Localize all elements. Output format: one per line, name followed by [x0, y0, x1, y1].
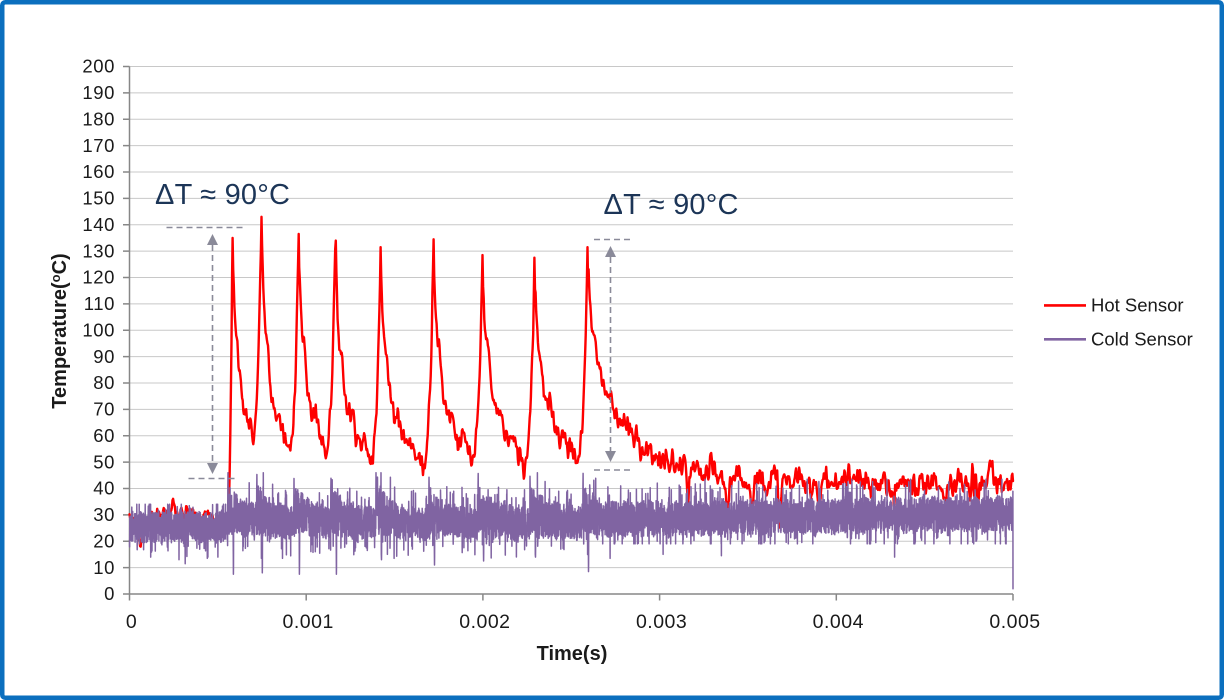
svg-text:180: 180	[82, 108, 115, 129]
svg-text:60: 60	[93, 425, 115, 446]
svg-text:0.001: 0.001	[283, 611, 334, 633]
svg-text:90: 90	[93, 346, 115, 367]
svg-text:170: 170	[82, 135, 115, 156]
svg-text:ΔT ≈ 90°C: ΔT ≈ 90°C	[604, 189, 739, 221]
svg-text:100: 100	[82, 319, 115, 340]
svg-text:120: 120	[82, 267, 115, 288]
svg-text:0: 0	[104, 583, 115, 604]
svg-text:110: 110	[84, 293, 115, 314]
svg-text:70: 70	[93, 399, 115, 420]
svg-text:200: 200	[82, 56, 115, 77]
svg-text:130: 130	[82, 240, 115, 261]
svg-text:10: 10	[93, 557, 115, 578]
svg-text:Hot Sensor: Hot Sensor	[1091, 295, 1184, 316]
svg-text:0.005: 0.005	[989, 611, 1040, 633]
svg-text:0: 0	[126, 611, 137, 633]
svg-text:40: 40	[93, 478, 115, 499]
svg-text:ΔT ≈ 90°C: ΔT ≈ 90°C	[155, 179, 290, 211]
svg-text:30: 30	[93, 504, 115, 525]
svg-text:Time(s): Time(s)	[537, 643, 608, 665]
svg-text:Temperature(oC): Temperature(oC)	[48, 253, 71, 408]
svg-text:50: 50	[93, 451, 115, 472]
svg-text:0.002: 0.002	[459, 611, 510, 633]
svg-text:Cold Sensor: Cold Sensor	[1091, 328, 1193, 349]
svg-text:0.004: 0.004	[813, 611, 864, 633]
svg-text:150: 150	[82, 188, 115, 209]
svg-text:140: 140	[82, 214, 115, 235]
svg-text:80: 80	[93, 372, 115, 393]
svg-text:190: 190	[82, 82, 115, 103]
svg-text:0.003: 0.003	[636, 611, 687, 633]
svg-text:20: 20	[93, 530, 115, 551]
svg-text:160: 160	[82, 161, 115, 182]
